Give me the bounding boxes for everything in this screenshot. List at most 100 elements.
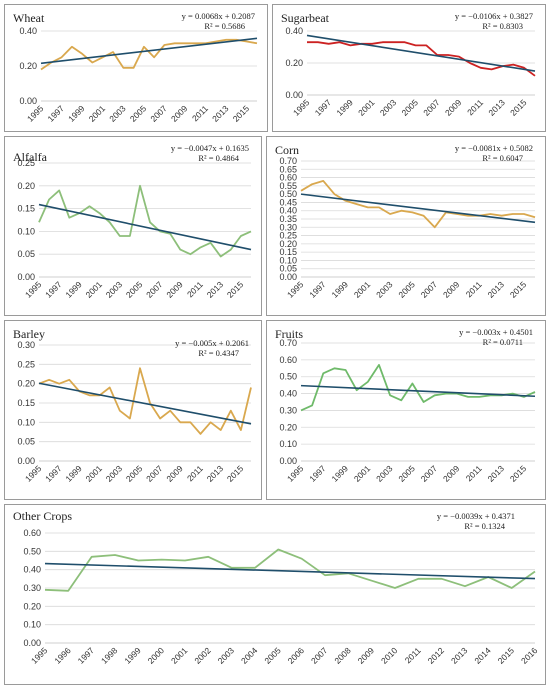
x-tick-label: 1997 <box>43 279 64 300</box>
x-tick-label: 2007 <box>148 103 169 124</box>
x-tick-label: 1999 <box>66 103 87 124</box>
y-tick-label: 0.10 <box>279 255 297 265</box>
x-tick-label: 2003 <box>107 103 128 124</box>
panel-other-crops: 0.00 0.10 0.20 0.30 0.40 0.50 0.60 1995 1996 1997… <box>4 504 546 685</box>
x-tick-label: 2011 <box>464 279 484 299</box>
x-tick-label: 2015 <box>231 103 252 124</box>
y-tick-label: 0.10 <box>17 226 35 236</box>
trend-line <box>40 37 258 65</box>
x-tick-label: 1995 <box>23 279 44 300</box>
chart-wheat: 0.00 0.20 0.40 1995 1997 1999 2001 2003 2005 2007… <box>13 11 258 124</box>
y-tick-label: 0.30 <box>17 340 35 350</box>
series-line <box>300 364 536 412</box>
y-tick-label: 0.15 <box>17 398 35 408</box>
series-line <box>40 38 258 71</box>
x-tick-label: 2011 <box>185 279 205 299</box>
x-tick-label: 2003 <box>104 279 125 300</box>
trend-equation: y = −0.0106x + 0.3827 <box>455 11 533 21</box>
x-tick-label: 2011 <box>403 645 423 665</box>
chart-barley: 0.00 0.05 0.10 0.15 0.20 0.25 0.30 1995 1997 1999… <box>13 327 252 484</box>
x-tick-label: 2013 <box>486 463 507 484</box>
y-tick-label: 0.30 <box>279 405 297 415</box>
chart-title: Other Crops <box>13 509 72 523</box>
y-tick-label: 0.00 <box>17 272 35 282</box>
y-tick-label: 0.50 <box>279 189 297 199</box>
x-tick-label: 2005 <box>400 97 421 118</box>
x-tick-label: 2007 <box>309 645 330 666</box>
trend-line <box>306 34 536 72</box>
x-tick-label: 2013 <box>205 463 226 484</box>
x-tick-label: 2013 <box>205 279 226 300</box>
y-tick-label: 0.00 <box>17 456 35 466</box>
y-tick-label: 0.60 <box>279 355 297 365</box>
x-tick-label: 2001 <box>352 279 373 300</box>
x-tick-label: 2013 <box>449 645 470 666</box>
x-tick-label: 1996 <box>52 645 73 666</box>
x-tick-label: 2011 <box>190 103 210 123</box>
y-tick-label: 0.35 <box>279 214 297 224</box>
x-tick-label: 1999 <box>330 279 351 300</box>
trend-equation: y = −0.0047x + 0.1635 <box>171 143 249 153</box>
x-tick-label: 2001 <box>352 463 373 484</box>
x-tick-label: 2005 <box>128 103 149 124</box>
x-tick-label: 2010 <box>379 645 400 666</box>
x-tick-label: 2005 <box>262 645 283 666</box>
panel-sugarbeat: 0.00 0.20 0.40 1995 1997 1999 2001 2003 2005 2007… <box>272 4 546 132</box>
x-tick-label: 2001 <box>169 645 190 666</box>
y-tick-label: 0.05 <box>279 264 297 274</box>
series-line <box>38 184 252 258</box>
x-tick-label: 2009 <box>164 279 185 300</box>
y-tick-label: 0.50 <box>279 372 297 382</box>
x-tick-label: 2014 <box>472 645 493 666</box>
x-tick-label: 2003 <box>378 97 399 118</box>
x-tick-label: 2005 <box>124 463 145 484</box>
x-tick-label: 2009 <box>441 463 462 484</box>
chart-fruits: 0.00 0.10 0.20 0.30 0.40 0.50 0.60 0.70 1995 1997… <box>275 327 536 484</box>
chart-other-crops: 0.00 0.10 0.20 0.30 0.40 0.50 0.60 1995 1996 1997… <box>13 509 540 666</box>
chart-title: Alfalfa <box>13 150 48 164</box>
x-tick-label: 2009 <box>164 463 185 484</box>
x-tick-label: 2009 <box>443 97 464 118</box>
y-tick-label: 0.20 <box>19 61 37 71</box>
series-line <box>307 41 536 77</box>
x-tick-label: 1999 <box>63 279 84 300</box>
y-tick-label: 0.20 <box>279 239 297 249</box>
x-tick-label: 1999 <box>330 463 351 484</box>
y-tick-label: 0.30 <box>279 222 297 232</box>
y-tick-label: 0.00 <box>279 272 297 282</box>
y-tick-label: 0.20 <box>17 181 35 191</box>
x-tick-label: 1997 <box>313 97 334 118</box>
y-tick-label: 0.25 <box>17 158 35 168</box>
y-tick-label: 0.20 <box>279 422 297 432</box>
x-tick-label: 1997 <box>307 463 328 484</box>
y-tick-label: 0.05 <box>17 437 35 447</box>
x-tick-label: 2011 <box>185 463 205 483</box>
x-tick-label: 2002 <box>192 645 213 666</box>
chart-title: Fruits <box>275 327 303 341</box>
chart-title: Wheat <box>13 11 45 25</box>
y-tick-label: 0.65 <box>279 164 297 174</box>
x-tick-label: 2009 <box>441 279 462 300</box>
x-tick-label: 2006 <box>286 645 307 666</box>
trend-line <box>38 382 252 425</box>
y-tick-label: 0.10 <box>279 439 297 449</box>
r-squared: R² = 0.1324 <box>464 521 505 531</box>
r-squared: R² = 0.4347 <box>198 348 239 358</box>
r-squared: R² = 0.8303 <box>482 21 523 31</box>
trend-equation: y = −0.0039x + 0.4371 <box>437 511 515 521</box>
chart-corn: 0.000.050.100.150.200.250.300.350.400.45… <box>275 143 536 300</box>
y-tick-label: 0.40 <box>285 26 303 36</box>
chart-sugarbeat: 0.00 0.20 0.40 1995 1997 1999 2001 2003 2005 2007… <box>281 11 536 118</box>
y-tick-label: 0.40 <box>279 206 297 216</box>
y-tick-label: 0.10 <box>17 417 35 427</box>
chart-title: Corn <box>275 143 299 157</box>
x-tick-label: 1995 <box>291 97 312 118</box>
x-tick-label: 2015 <box>225 463 246 484</box>
x-tick-label: 2001 <box>356 97 377 118</box>
x-tick-label: 1995 <box>29 645 50 666</box>
trend-line <box>300 384 536 398</box>
panel-barley: 0.00 0.05 0.10 0.15 0.20 0.25 0.30 1995 1997 1999… <box>4 320 262 500</box>
y-tick-label: 0.20 <box>17 379 35 389</box>
y-tick-label: 0.20 <box>23 601 41 611</box>
x-tick-label: 1997 <box>76 645 97 666</box>
